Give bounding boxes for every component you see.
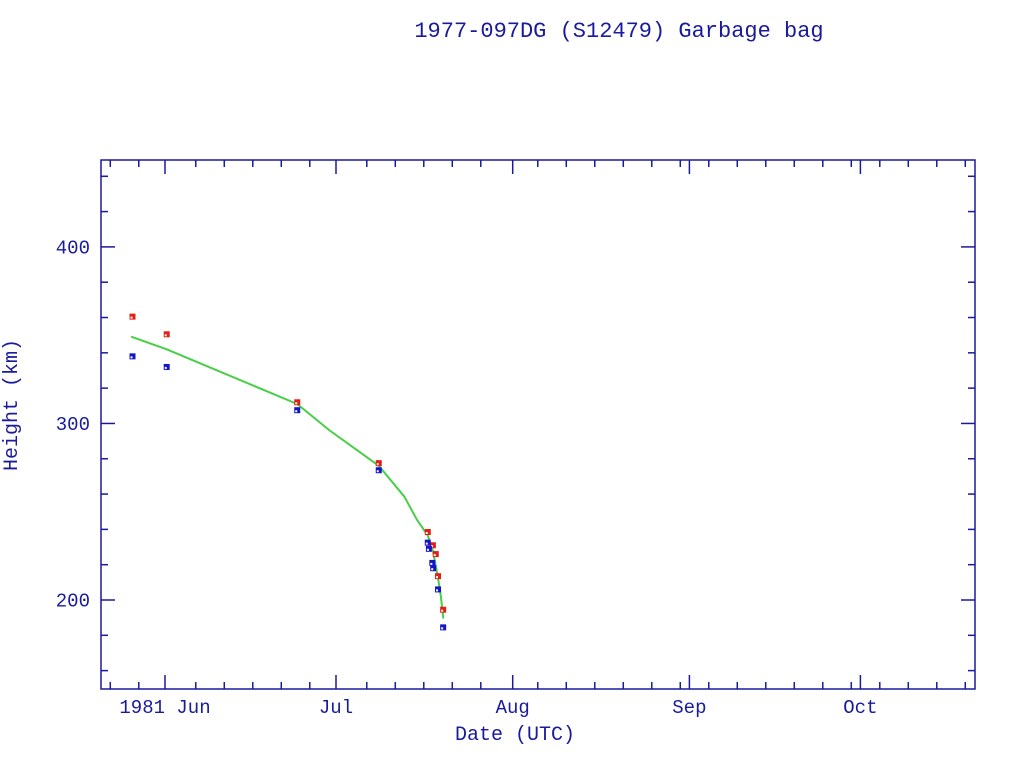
x-axis-title: Date (UTC) <box>455 724 575 747</box>
marker-notch <box>425 532 428 535</box>
y-axis-title: Height (km) <box>1 339 24 471</box>
y-tick-label: 400 <box>56 237 90 259</box>
marker-notch <box>436 589 439 592</box>
marker-notch <box>441 627 444 630</box>
marker-notch <box>376 470 379 473</box>
marker-notch <box>436 576 439 579</box>
x-tick-label: Oct <box>843 697 877 719</box>
chart-title: 1977-097DG (S12479) Garbage bag <box>414 19 823 44</box>
marker-notch <box>430 562 433 565</box>
y-tick-label: 300 <box>56 414 90 436</box>
marker-notch <box>441 609 444 612</box>
marker-notch <box>164 334 167 337</box>
marker-notch <box>431 568 434 571</box>
marker-notch <box>295 410 298 413</box>
mean-height-line <box>130 335 445 619</box>
marker-notch <box>426 548 429 551</box>
marker-notch <box>130 316 133 319</box>
marker-notch <box>425 542 428 545</box>
x-tick-label: 1981 Jun <box>119 697 210 719</box>
y-tick-label: 200 <box>56 591 90 613</box>
x-tick-label: Aug <box>496 697 530 719</box>
marker-notch <box>376 463 379 466</box>
marker-notch <box>130 356 133 359</box>
x-tick-label: Jul <box>319 697 353 719</box>
plot-box <box>100 159 976 690</box>
marker-notch <box>164 366 167 369</box>
plot-area: 400 300 200 1981 Jun Jul Aug Sep Oct <box>56 159 976 719</box>
marker-notch <box>295 402 298 405</box>
x-tick-label: Sep <box>672 697 706 719</box>
marker-notch <box>433 554 436 557</box>
